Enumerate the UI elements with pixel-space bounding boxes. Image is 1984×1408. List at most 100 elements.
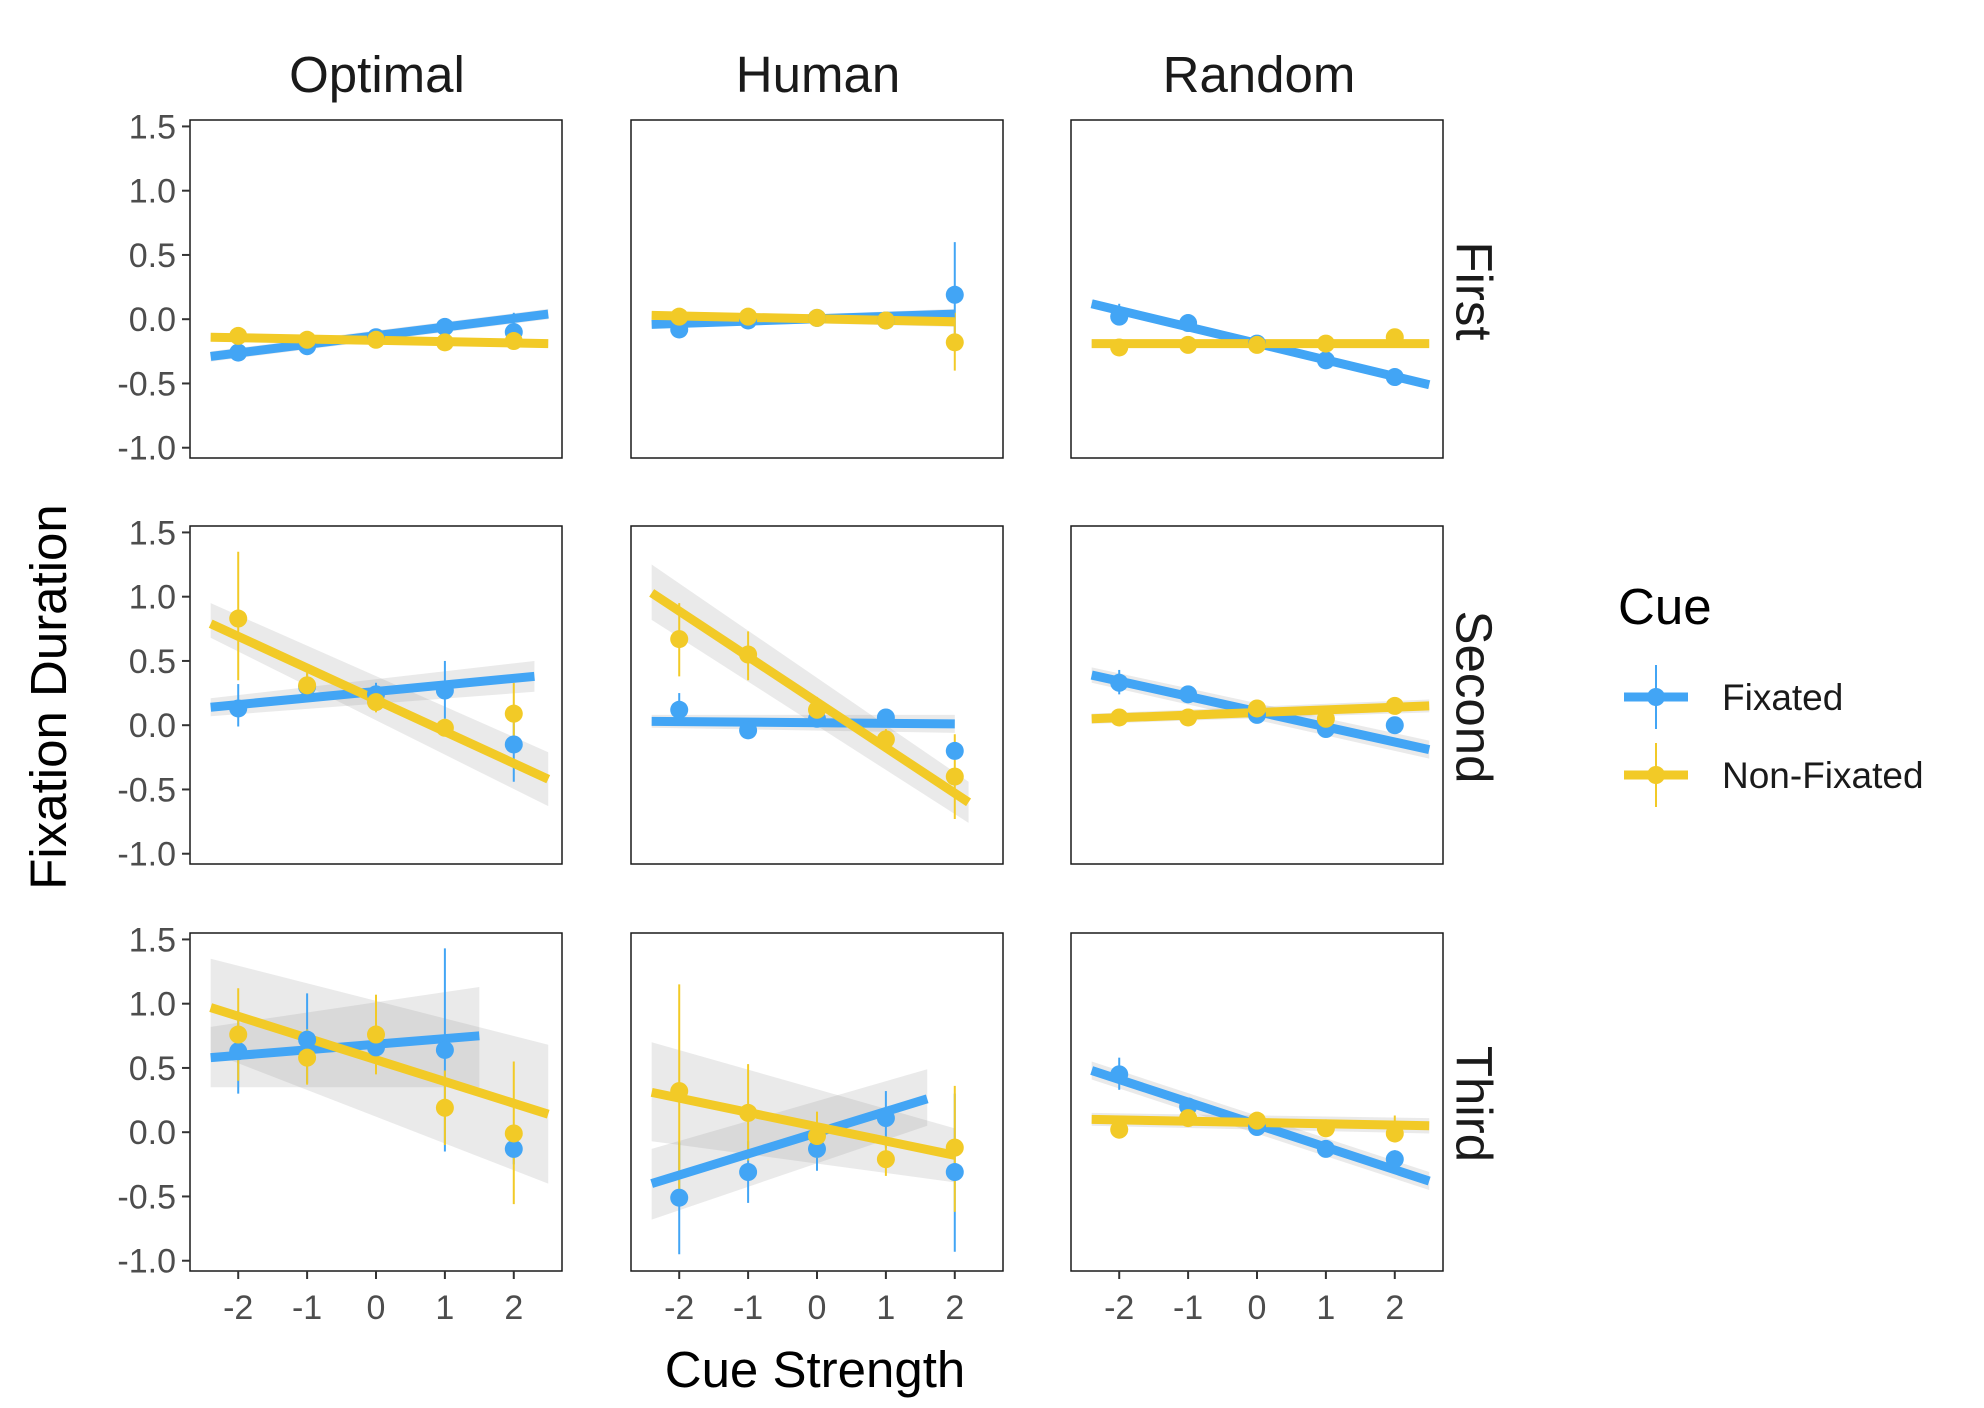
panel-human-third: -2 -1 0 1 2	[630, 932, 1004, 1327]
y-tick-label: 1.0	[129, 986, 176, 1024]
point-non-fixated	[739, 307, 758, 326]
point-non-fixated	[670, 1082, 689, 1101]
x-tick-label: 0	[1248, 1289, 1267, 1327]
legend-label-fixated: Fixated	[1722, 677, 1843, 718]
panel-background	[1071, 933, 1443, 1271]
panel-background	[631, 526, 1003, 864]
point-non-fixated	[367, 693, 385, 712]
point-non-fixated	[670, 307, 689, 326]
legend: Cue Fixated Non-Fixated	[1618, 578, 1924, 807]
panel-border	[189, 525, 563, 865]
point-non-fixated	[1248, 335, 1266, 354]
point-non-fixated	[504, 1124, 523, 1143]
y-tick-label: 0.0	[129, 1114, 176, 1152]
x-tick-label: 2	[945, 1289, 964, 1327]
point-non-fixated	[1179, 1109, 1198, 1128]
y-tick-label: 1.0	[129, 173, 176, 211]
y-tick-label: 1.5	[129, 108, 176, 146]
point-non-fixated	[1110, 1120, 1129, 1139]
column-title-human: Human	[736, 46, 900, 103]
y-tick-label: -1.0	[117, 1243, 176, 1281]
fit-line-non-fixated	[209, 1003, 550, 1119]
panel-border	[630, 119, 1004, 459]
point-fixated	[229, 343, 248, 362]
point-non-fixated	[945, 1138, 964, 1157]
x-tick-label: -2	[664, 1289, 694, 1327]
x-tick-label: -1	[292, 1289, 322, 1327]
panel-border	[630, 525, 1004, 865]
point-non-fixated	[739, 645, 758, 664]
confidence-band-non-fixated	[210, 958, 549, 1184]
y-axis-title: Fixation Duration	[20, 504, 77, 890]
column-title-optimal: Optimal	[289, 46, 465, 103]
point-non-fixated	[670, 630, 689, 649]
row-title-second: Second	[1446, 611, 1503, 784]
point-fixated	[1110, 673, 1129, 692]
fit-line-non-fixated	[651, 310, 955, 327]
point-non-fixated	[945, 333, 964, 352]
point-fixated	[1110, 1065, 1129, 1084]
y-tick-label: 0.5	[129, 643, 176, 681]
y-tick-label: -0.5	[117, 365, 176, 403]
x-tick-label: 2	[504, 1289, 523, 1327]
panel-human-second	[630, 525, 1004, 865]
x-tick-label: 1	[876, 1289, 895, 1327]
point-non-fixated	[504, 704, 523, 723]
panel-border	[1070, 525, 1444, 865]
point-fixated	[1316, 351, 1335, 370]
point-fixated	[435, 1040, 454, 1059]
point-fixated	[739, 721, 758, 740]
column-title-random: Random	[1163, 46, 1356, 103]
point-non-fixated	[229, 1025, 248, 1044]
point-fixated	[1385, 1150, 1404, 1169]
point-non-fixated	[876, 730, 895, 749]
panel-background	[1071, 526, 1443, 864]
x-tick-label: -2	[1104, 1289, 1134, 1327]
point-non-fixated	[1316, 1119, 1335, 1138]
fit-line-non-fixated	[649, 589, 972, 807]
y-tick-label: -1.0	[117, 836, 176, 874]
panel-random-first	[1070, 119, 1444, 459]
point-fixated	[945, 285, 964, 304]
panel-optimal-third: 1.5 1.0 0.5 0.0 -0.5 -1.0 -2 -1 0 1 2	[117, 921, 563, 1327]
point-non-fixated	[876, 311, 895, 330]
point-fixated	[876, 708, 895, 727]
point-non-fixated	[1385, 328, 1404, 347]
point-non-fixated	[945, 767, 964, 786]
confidence-band-non-fixated	[651, 1042, 955, 1183]
point-fixated	[1110, 307, 1129, 326]
x-tick-label: 2	[1385, 1289, 1404, 1327]
point-non-fixated	[1248, 699, 1266, 718]
panel-background	[1071, 120, 1443, 458]
x-tick-label: -1	[733, 1289, 763, 1327]
legend-key-point	[1647, 766, 1665, 784]
point-fixated	[945, 741, 964, 760]
x-tick-label: 1	[435, 1289, 454, 1327]
point-fixated	[1385, 716, 1404, 735]
fit-line-fixated	[651, 716, 955, 729]
point-fixated	[298, 1030, 317, 1049]
x-axis-title: Cue Strength	[665, 1341, 966, 1398]
point-fixated	[1385, 368, 1404, 387]
point-fixated	[739, 1163, 758, 1182]
point-fixated	[435, 681, 454, 700]
row-title-first: First	[1446, 241, 1503, 340]
y-tick-label: -0.5	[117, 1178, 176, 1216]
point-non-fixated	[1179, 335, 1198, 354]
point-non-fixated	[504, 332, 523, 351]
point-fixated	[808, 1139, 826, 1158]
point-non-fixated	[808, 700, 826, 719]
point-non-fixated	[229, 326, 248, 345]
panel-border	[189, 119, 563, 459]
y-tick-label: 0.5	[129, 1050, 176, 1088]
y-tick-label: 1.0	[129, 579, 176, 617]
y-tick-label: 1.5	[129, 514, 176, 552]
x-tick-label: 0	[808, 1289, 827, 1327]
point-non-fixated	[808, 308, 826, 327]
legend-title: Cue	[1618, 578, 1712, 635]
legend-key-point	[1647, 688, 1665, 706]
point-non-fixated	[1248, 1111, 1266, 1130]
point-non-fixated	[298, 330, 317, 349]
panel-random-second	[1070, 525, 1444, 865]
